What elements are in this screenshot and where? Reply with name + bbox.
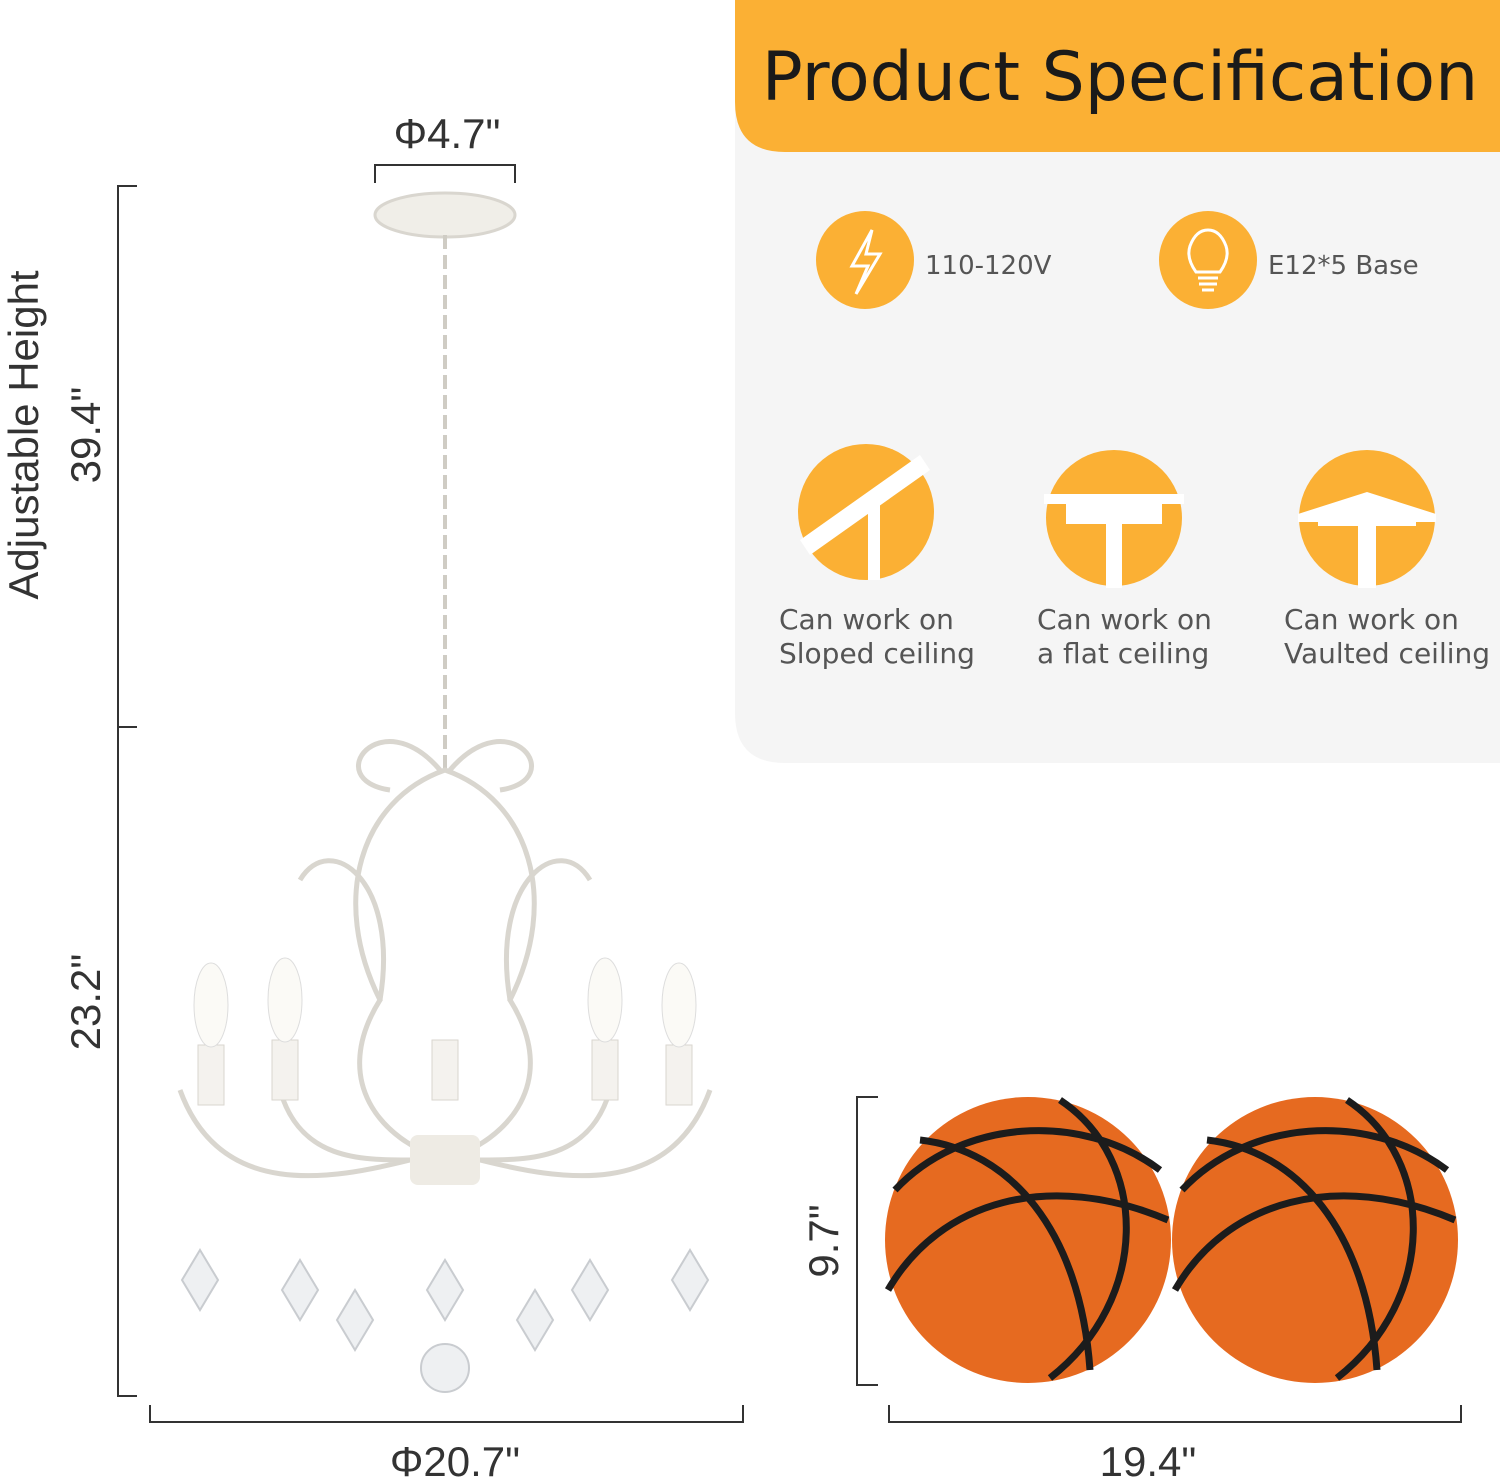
ceiling-label: Can work on — [1284, 603, 1459, 636]
spec-title: Product Specification — [762, 38, 1478, 117]
scrolls — [297, 739, 593, 1001]
body-diameter: Φ20.7" — [390, 1438, 520, 1483]
basketball — [1172, 1097, 1458, 1383]
canopy-bracket — [374, 164, 516, 183]
ceiling-label: Can work on — [1037, 603, 1212, 636]
ball-width-bracket — [888, 1405, 1462, 1423]
sloped-glyph — [800, 455, 930, 580]
bulb-glyph — [1187, 228, 1229, 292]
candle — [271, 1039, 299, 1101]
vaulted-glyph — [1298, 492, 1436, 588]
ball-height: 9.7" — [800, 1204, 847, 1277]
crystal — [280, 1258, 320, 1322]
crystals — [180, 1248, 710, 1393]
candle — [431, 1039, 459, 1101]
voltage-icon — [816, 211, 914, 309]
candle — [665, 1044, 693, 1106]
ceiling-label: a flat ceiling — [1037, 637, 1209, 670]
candle — [591, 1039, 619, 1101]
canopy-diameter: Φ4.7" — [394, 110, 501, 157]
bulb — [661, 962, 697, 1048]
ceiling-label: Can work on — [779, 603, 954, 636]
basketball — [885, 1097, 1171, 1383]
height-bracket — [117, 185, 137, 1397]
candles — [193, 957, 697, 1106]
canopy — [373, 191, 517, 239]
crystal — [570, 1258, 610, 1322]
crystal — [425, 1258, 465, 1322]
adjustable-height-label: Adjustable Height — [0, 270, 47, 600]
body-height: 23.2" — [62, 954, 109, 1051]
width-bracket — [149, 1405, 744, 1423]
crystal — [515, 1288, 555, 1352]
flat-glyph — [1044, 494, 1184, 588]
body-center — [410, 1135, 480, 1185]
adjustable-height: 39.4" — [62, 387, 109, 484]
ball-height-bracket — [856, 1096, 878, 1386]
bulb — [267, 957, 303, 1043]
crystal — [180, 1248, 220, 1312]
bulb-icon — [1159, 211, 1257, 309]
bulb — [193, 962, 229, 1048]
crystal-ball — [420, 1343, 470, 1393]
basketball-seams — [884, 1097, 1170, 1381]
candle — [197, 1044, 225, 1106]
crystal — [670, 1248, 710, 1312]
ceiling-label: Sloped ceiling — [779, 637, 975, 670]
basketball-seams — [1171, 1097, 1457, 1381]
ceiling-label: Vaulted ceiling — [1284, 637, 1490, 670]
arms — [177, 1089, 713, 1179]
feature-label: E12*5 Base — [1268, 251, 1419, 281]
spec-panel — [735, 0, 1500, 763]
ball-width: 19.4" — [1100, 1438, 1197, 1483]
bulb — [587, 957, 623, 1043]
spec-header — [735, 0, 1500, 152]
feature-label: 110-120V — [925, 251, 1052, 281]
bolt-glyph — [849, 229, 883, 295]
crystal — [335, 1288, 375, 1352]
